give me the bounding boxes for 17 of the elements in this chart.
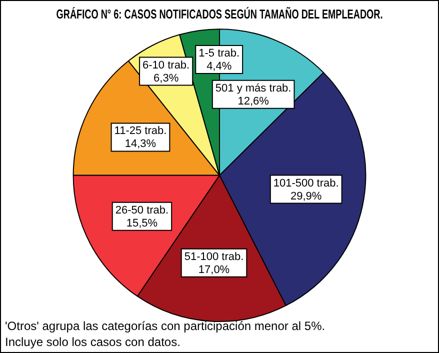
data-label: 14,3% — [124, 138, 156, 150]
chart-title: GRÁFICO N° 6: CASOS NOTIFICADOS SEGÚN TAMAÑO DEL EMPLEADOR. — [56, 6, 383, 22]
slice-label: 501 y más trab. — [215, 82, 292, 94]
text: Incluye solo los casos con datos. — [5, 334, 182, 350]
slice-label: 51-100 trab. — [184, 250, 244, 263]
slice-label: 1-5 trab. — [198, 47, 240, 60]
data-label: 6,3% — [154, 72, 179, 84]
slice-label: 26-50 trab. — [115, 204, 169, 216]
data-label: 29,9% — [290, 190, 322, 202]
data-label: 12,6% — [238, 95, 270, 108]
data-label: 17,0% — [198, 264, 230, 276]
slice-label: 11-25 trab. — [114, 125, 167, 138]
slice-label: 101-500 trab. — [273, 177, 339, 190]
text: 'Otros' agrupa las categorías con participación menor al 5%. — [5, 318, 326, 334]
data-label: 4,4% — [206, 60, 232, 72]
data-label: 15,5% — [126, 217, 158, 230]
slice-label: 6-10 trab. — [142, 59, 190, 72]
